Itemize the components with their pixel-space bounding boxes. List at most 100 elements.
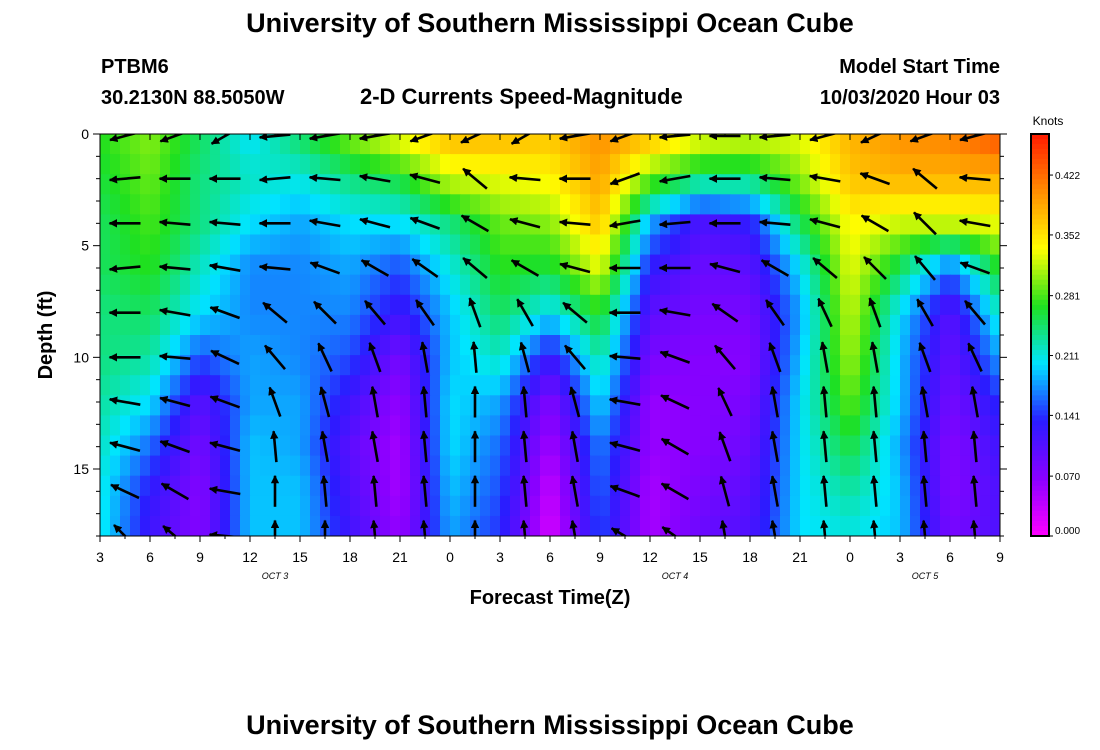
heatmap-cell (570, 314, 581, 336)
heatmap-cell (690, 134, 701, 155)
heatmap-cell (260, 395, 271, 416)
current-arrow (869, 341, 879, 373)
colorbar-segment (1031, 329, 1049, 336)
x-tick-label: 3 (96, 549, 104, 565)
heatmap-cell (240, 294, 251, 316)
heatmap-cell (350, 335, 361, 356)
heatmap-cell (670, 194, 681, 215)
heatmap-cell (230, 515, 241, 536)
heatmap-cell (400, 234, 411, 256)
heatmap-cell (880, 134, 891, 155)
heatmap-cell (240, 335, 251, 356)
heatmap-cell (480, 355, 491, 376)
heatmap-cell (750, 435, 761, 457)
colorbar-segment (1031, 269, 1049, 276)
heatmap-cell (130, 234, 141, 256)
heatmap-cell (590, 174, 601, 195)
heatmap-cell (480, 294, 491, 316)
heatmap-cell (460, 234, 471, 256)
heatmap-cell (810, 515, 821, 536)
heatmap-cell (780, 355, 791, 376)
heatmap-cell (780, 415, 791, 437)
heatmap-cell (430, 415, 441, 437)
heatmap-cell (180, 134, 191, 155)
heatmap-cell (920, 415, 931, 437)
heatmap-cell (930, 495, 941, 517)
heatmap-cell (620, 375, 631, 396)
heatmap-cell (600, 435, 611, 457)
heatmap-cell (300, 435, 311, 457)
heatmap-cell (990, 294, 1000, 316)
heatmap-cell (650, 214, 661, 236)
heatmap-cell (520, 314, 531, 336)
heatmap-cell (620, 335, 631, 356)
heatmap-cell (840, 314, 851, 336)
heatmap-cell (250, 274, 261, 296)
current-arrow (308, 217, 341, 228)
heatmap-cell (900, 415, 911, 437)
heatmap-cell (710, 415, 721, 437)
heatmap-cell (530, 415, 541, 437)
colorbar-segment (1031, 405, 1049, 411)
heatmap-cell (170, 395, 181, 416)
current-arrow (110, 483, 140, 500)
heatmap-cell (670, 455, 681, 477)
heatmap-cell (810, 475, 821, 497)
heatmap-cell (810, 395, 821, 416)
heatmap-cell (720, 274, 731, 296)
heatmap-cell (590, 314, 601, 336)
heatmap-cell (940, 294, 951, 316)
heatmap-cell (410, 455, 421, 477)
heatmap-cell (570, 355, 581, 376)
colorbar-segment (1031, 500, 1049, 507)
current-arrow (659, 350, 691, 364)
heatmap-cell (390, 375, 401, 396)
heatmap-cell (150, 395, 161, 416)
heatmap-cell (960, 274, 971, 296)
current-arrow (320, 475, 329, 507)
heatmap-cell (970, 174, 981, 195)
heatmap-cell (300, 495, 311, 517)
heatmap-cell (370, 134, 381, 155)
heatmap-cell (400, 415, 411, 437)
heatmap-cell (140, 194, 151, 215)
heatmap-cell (420, 174, 431, 195)
heatmap-cell (840, 495, 851, 517)
heatmap-cell (940, 154, 951, 175)
current-arrow (420, 519, 429, 536)
heatmap-cell (190, 314, 201, 336)
heatmap-cell (100, 415, 111, 437)
heatmap-cell (690, 194, 701, 215)
heatmap-cell (980, 375, 991, 396)
heatmap-cell (200, 214, 211, 236)
heatmap-cell (460, 314, 471, 336)
heatmap-cell (540, 475, 551, 497)
heatmap-cell (310, 174, 321, 195)
heatmap-cell (450, 495, 461, 517)
heatmap-cell (620, 415, 631, 437)
current-arrow (967, 342, 983, 372)
heatmap-cell (880, 495, 891, 517)
heatmap-cell (990, 415, 1000, 437)
heatmap-cell (330, 274, 341, 296)
heatmap-cell (310, 314, 321, 336)
heatmap-cell (780, 395, 791, 416)
x-tick-label: 3 (896, 549, 904, 565)
x-tick-label: 9 (596, 549, 604, 565)
heatmap-cell (820, 274, 831, 296)
heatmap-cell (980, 435, 991, 457)
heatmap-cell (690, 234, 701, 256)
heatmap-cell (150, 274, 161, 296)
heatmap-cell (380, 294, 391, 316)
heatmap-cell (800, 274, 811, 296)
heatmap-cell (600, 254, 611, 276)
heatmap-cell (260, 515, 271, 536)
heatmap-cell (980, 154, 991, 175)
heatmap-cell (850, 314, 861, 336)
heatmap-cell (580, 335, 591, 356)
heatmap-cell (830, 475, 841, 497)
heatmap-cell (210, 355, 221, 376)
heatmap-cell (550, 214, 561, 236)
heatmap-cell (850, 515, 861, 536)
